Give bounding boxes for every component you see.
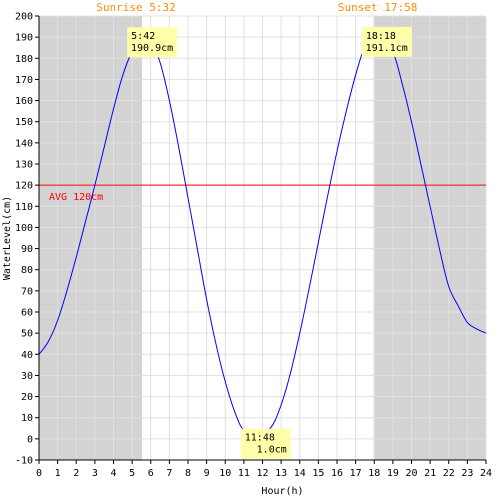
x-tick-label: 10: [219, 468, 231, 479]
x-tick-label: 3: [92, 468, 98, 479]
x-axis-label: Hour(h): [261, 486, 303, 497]
x-tick-label: 4: [110, 468, 116, 479]
y-tick-label: 90: [21, 244, 33, 255]
y-tick-label: 180: [15, 54, 33, 65]
x-tick-label: 19: [387, 468, 399, 479]
y-tick-label: 10: [21, 413, 33, 424]
average-line-group: AVG 120cm: [39, 184, 486, 203]
y-tick-label: 100: [15, 223, 33, 234]
y-tick-label: 60: [21, 308, 33, 319]
x-tick-label: 15: [312, 468, 324, 479]
x-tick-label: 20: [405, 468, 417, 479]
x-tick-label: 24: [480, 468, 492, 479]
annotation-level: 191.1cm: [366, 43, 408, 54]
y-tick-label: 40: [21, 350, 33, 361]
sunset-label: Sunset 17:58: [338, 1, 417, 14]
y-tick-label: 150: [15, 117, 33, 128]
y-tick-label: 20: [21, 392, 33, 403]
x-tick-label: 16: [331, 468, 343, 479]
night-before-sunrise: [39, 16, 143, 460]
x-tick-label: 7: [166, 468, 172, 479]
y-tick-label: 130: [15, 160, 33, 171]
y-tick-label: 200: [15, 12, 33, 23]
annotation-time: 5:42: [131, 31, 155, 42]
x-tick-label: 13: [275, 468, 287, 479]
x-tick-label: 9: [204, 468, 210, 479]
annotation-box: [361, 26, 412, 57]
y-tick-label: -10: [15, 456, 33, 467]
grid: [38, 15, 487, 461]
x-tick-label: 18: [368, 468, 380, 479]
y-tick-label: 160: [15, 96, 33, 107]
y-tick-label: 50: [21, 329, 33, 340]
y-tick-label: 30: [21, 371, 33, 382]
annotation-box: [127, 27, 178, 58]
annotation-level: 1.0cm: [257, 445, 287, 456]
x-tick-label: 11: [238, 468, 250, 479]
y-tick-label: 80: [21, 265, 33, 276]
x-tick-label: 0: [36, 468, 42, 479]
annotation-time: 18:18: [366, 31, 396, 42]
y-tick-label: 70: [21, 286, 33, 297]
x-tick-label: 2: [73, 468, 79, 479]
x-tick-label: 22: [443, 468, 455, 479]
y-tick-label: 0: [27, 434, 33, 445]
y-tick-label: 190: [15, 33, 33, 44]
y-tick-label: 140: [15, 138, 33, 149]
x-tick-label: 6: [148, 468, 154, 479]
axes: 0 1 2 3 4 5 6 7 8 9 10 11 12 13 14 15 16 17 18 19 20 21 22 23 24…: [15, 12, 492, 480]
x-tick-label: 17: [350, 468, 362, 479]
sunrise-label: Sunrise 5:32: [96, 1, 175, 14]
x-tick-label: 1: [55, 468, 61, 479]
x-tick-label: 5: [129, 468, 135, 479]
x-tick-label: 12: [256, 468, 268, 479]
y-tick-label: 170: [15, 75, 33, 86]
x-tick-label: 14: [294, 468, 306, 479]
x-tick-label: 23: [461, 468, 473, 479]
annotation-level: 190.9cm: [131, 43, 173, 54]
average-label: AVG 120cm: [49, 192, 103, 203]
x-tick-label: 8: [185, 468, 191, 479]
y-tick-label: 110: [15, 202, 33, 213]
y-tick-label: 120: [15, 181, 33, 192]
x-tick-label: 21: [424, 468, 436, 479]
annotation-box: [240, 428, 291, 459]
annotation-time: 11:48: [245, 433, 275, 444]
y-axis-label: WaterLevel(cm): [2, 196, 13, 280]
